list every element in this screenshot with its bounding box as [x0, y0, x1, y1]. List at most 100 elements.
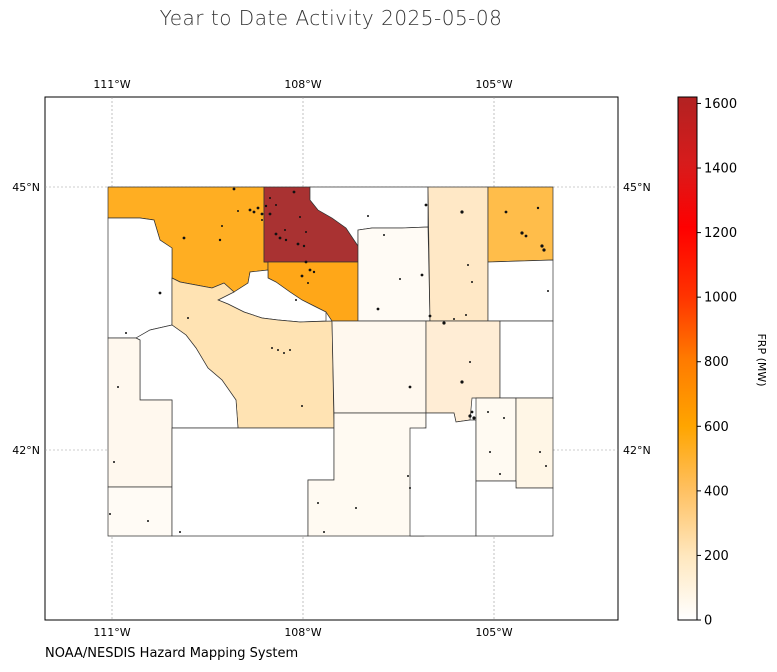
fire-detection-point	[278, 236, 282, 240]
fire-detection-point	[187, 317, 189, 319]
fire-detection-point	[248, 208, 252, 212]
colorbar-tick-label: 1200	[704, 226, 737, 241]
lon-tick-bottom-105: 105°W	[475, 626, 512, 639]
colorbar-tick-label: 1600	[704, 97, 737, 112]
fire-detection-point	[472, 416, 476, 420]
colorbar-tick-label: 200	[704, 549, 729, 564]
fire-detection-point	[284, 238, 288, 242]
fire-detection-point	[424, 203, 428, 207]
colorbar-tick-label: 800	[704, 355, 729, 370]
colorbar-ticks: 0 200 400 600 800 1000 1200 1400 1600	[697, 97, 737, 629]
fire-detection-point	[277, 349, 279, 351]
colorbar-tick-label: 600	[704, 420, 729, 435]
fire-detection-point	[540, 244, 544, 248]
colorbar-tick-label: 0	[704, 614, 712, 629]
fire-detection-point	[317, 502, 319, 504]
fire-detection-point	[460, 210, 464, 214]
county-johnson	[357, 226, 431, 322]
fire-detection-point	[299, 216, 301, 218]
colorbar-tick-label: 400	[704, 484, 729, 499]
lon-tick-top-108: 108°W	[284, 78, 321, 91]
fire-detection-point	[308, 268, 312, 272]
lon-tick-bottom-108: 108°W	[284, 626, 321, 639]
fire-detection-point	[542, 248, 546, 252]
fire-detection-point	[420, 273, 424, 277]
fire-detection-point	[300, 274, 304, 278]
county-goshen	[515, 397, 554, 489]
colorbar-tick-label: 1000	[704, 291, 737, 306]
fire-detection-point	[284, 229, 286, 231]
fire-detection-point	[468, 414, 472, 418]
fire-detection-point	[489, 451, 491, 453]
fire-detection-point	[268, 212, 272, 216]
fire-detection-point	[409, 487, 411, 489]
lat-tick-left-42: 42°N	[12, 444, 40, 457]
fire-detection-point	[296, 242, 300, 246]
fire-detection-point	[109, 513, 111, 515]
fire-detection-point	[407, 475, 409, 477]
county-uinta	[107, 486, 173, 537]
county-weston	[487, 259, 554, 322]
fire-detection-point	[465, 314, 467, 316]
fire-detection-point	[292, 190, 296, 194]
colorbar-tick-label: 1400	[704, 162, 737, 177]
fire-detection-point	[376, 307, 380, 311]
fire-detection-point	[547, 290, 549, 292]
fire-detection-point	[237, 210, 239, 212]
county-natrona	[331, 320, 427, 414]
fire-detection-point	[355, 507, 357, 509]
fire-detections-layer	[109, 187, 549, 533]
fire-detection-point	[260, 212, 264, 216]
fire-detection-point	[125, 332, 127, 334]
fire-detection-point	[302, 244, 306, 248]
fire-detection-point	[520, 231, 524, 235]
fire-detection-point	[305, 231, 307, 233]
fire-detection-point	[275, 204, 277, 206]
fire-detection-point	[295, 299, 297, 301]
county-platte	[475, 397, 517, 482]
fire-detection-point	[428, 314, 432, 318]
lon-tick-bottom-111: 111°W	[93, 626, 130, 639]
lat-tick-right-42: 42°N	[623, 444, 651, 457]
county-niobrara	[499, 320, 554, 399]
lat-tick-right-45: 45°N	[623, 181, 651, 194]
fire-detection-point	[158, 291, 162, 295]
fire-detection-point	[271, 347, 273, 349]
fire-detection-point	[117, 386, 119, 388]
data-source-credit: NOAA/NESDIS Hazard Mapping System	[45, 646, 299, 661]
lon-tick-top-105: 105°W	[475, 78, 512, 91]
fire-detection-point	[539, 451, 541, 453]
county-campbell	[427, 186, 489, 322]
fire-detection-point	[147, 520, 149, 522]
fire-detection-point	[499, 473, 501, 475]
fire-detection-point	[367, 215, 369, 217]
fire-detection-point	[487, 411, 489, 413]
fire-detection-point	[460, 380, 464, 384]
fire-detection-point	[469, 361, 471, 363]
fire-detection-point	[545, 465, 547, 467]
fire-detection-point	[399, 278, 401, 280]
fire-detection-point	[218, 238, 222, 242]
fire-detection-point	[221, 225, 223, 227]
fire-detection-point	[274, 232, 278, 236]
fire-detection-point	[283, 352, 285, 354]
fire-detection-point	[269, 197, 271, 199]
fire-detection-point	[232, 187, 236, 191]
fire-detection-point	[524, 234, 528, 238]
fire-detection-point	[442, 321, 446, 325]
county-albany	[409, 412, 477, 537]
fire-detection-point	[467, 264, 469, 266]
fire-detection-point	[470, 410, 474, 414]
fire-detection-point	[252, 210, 256, 214]
fire-detection-point	[307, 282, 309, 284]
county-laramie	[475, 480, 554, 537]
fire-detection-point	[179, 531, 181, 533]
colorbar	[677, 96, 698, 621]
fire-detection-point	[312, 270, 316, 274]
map-title: Year to Date Activity 2025-05-08	[159, 6, 503, 30]
lat-tick-left-45: 45°N	[12, 181, 40, 194]
fire-detection-point	[504, 210, 508, 214]
fire-detection-point	[536, 206, 540, 210]
lon-tick-top-111: 111°W	[93, 78, 130, 91]
fire-detection-point	[261, 219, 263, 221]
